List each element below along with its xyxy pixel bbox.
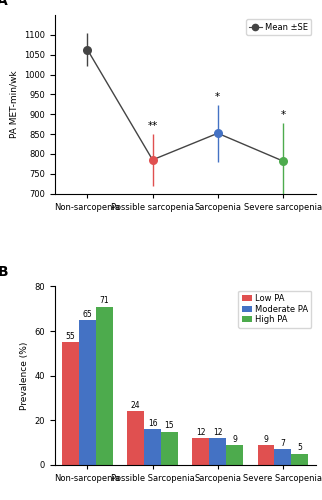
Bar [274, 450, 291, 465]
Text: 12: 12 [213, 428, 223, 437]
Text: A: A [0, 0, 8, 8]
Text: *: * [280, 110, 286, 120]
Bar [291, 454, 308, 465]
Bar [209, 438, 226, 465]
Text: 7: 7 [280, 439, 285, 448]
Text: 71: 71 [99, 296, 109, 305]
Text: **: ** [147, 121, 158, 131]
Bar [226, 445, 243, 465]
Text: 5: 5 [298, 444, 302, 452]
Text: 65: 65 [82, 310, 92, 318]
Bar [127, 412, 144, 465]
Text: *: * [215, 92, 220, 102]
Text: 12: 12 [196, 428, 205, 437]
Text: 9: 9 [264, 434, 269, 444]
Bar [96, 306, 113, 465]
Y-axis label: PA MET-min/wk: PA MET-min/wk [9, 70, 18, 138]
Text: 16: 16 [148, 419, 157, 428]
Text: 15: 15 [165, 421, 174, 430]
Bar [161, 432, 178, 465]
Text: B: B [0, 266, 8, 280]
Text: 24: 24 [131, 401, 140, 410]
Y-axis label: Prevalence (%): Prevalence (%) [20, 342, 29, 410]
Bar [144, 430, 161, 465]
Text: 55: 55 [65, 332, 75, 341]
Legend: Low PA, Moderate PA, High PA: Low PA, Moderate PA, High PA [238, 290, 311, 328]
Bar [192, 438, 209, 465]
Bar [79, 320, 96, 465]
Text: 9: 9 [232, 434, 237, 444]
Bar [258, 445, 274, 465]
Bar [62, 342, 79, 465]
Legend: Mean ±SE: Mean ±SE [246, 19, 311, 35]
